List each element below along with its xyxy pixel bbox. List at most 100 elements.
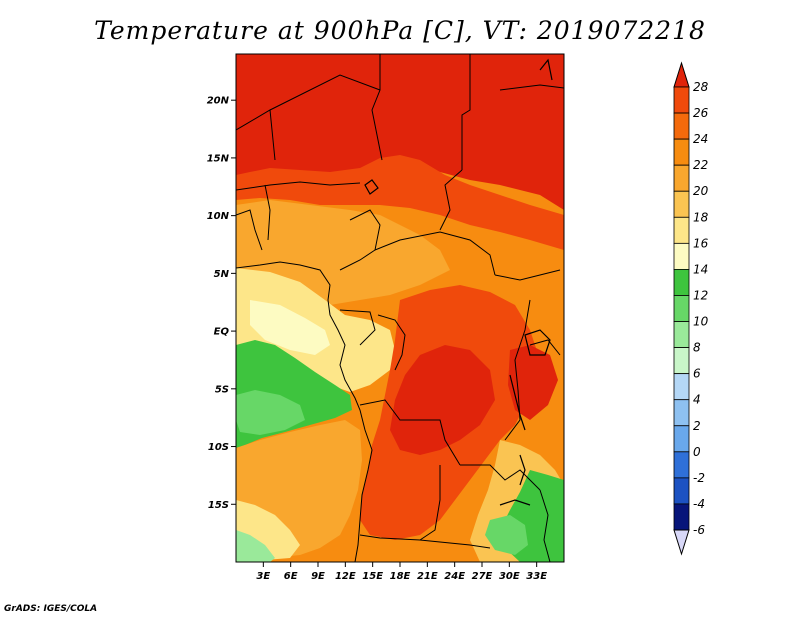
legend-swatch [673, 242, 690, 270]
legend-swatch [673, 373, 690, 401]
legend-swatch [673, 477, 690, 505]
lat-tick-label: EQ [214, 327, 230, 338]
lon-tick-label: 27E [472, 571, 493, 582]
border-kenya-tanzania [529, 339, 561, 356]
legend-level-label: 12 [693, 288, 708, 302]
lat-tick-label: 5N [214, 269, 230, 280]
temp-zone-26-north [236, 155, 564, 250]
border-cameroon [339, 209, 381, 271]
lat-tick-label: 10N [207, 211, 230, 222]
legend-level-label: 14 [693, 262, 708, 276]
country-borders [236, 54, 564, 562]
border-chad-sudan [439, 169, 463, 231]
lat-tick-label: 10S [208, 442, 229, 453]
legend-level-label: 22 [693, 158, 708, 172]
lon-tick-label: 30E [499, 571, 520, 582]
lake-tanganyika [509, 374, 526, 431]
legend-swatch [673, 190, 690, 218]
lat-tick-label: 20N [207, 96, 230, 107]
lat-tick-label: 5S [215, 384, 229, 395]
legend-swatch [673, 112, 690, 140]
border-namibia [359, 534, 491, 549]
temp-zone-14-ocean [250, 300, 330, 355]
lat-axis: 20N 15N 10N 5N EQ 5S 10S 15S [207, 96, 236, 511]
legend-underflow-triangle [673, 529, 690, 556]
lat-tick-label: 15S [208, 500, 229, 511]
border-south-sudan [494, 269, 561, 281]
legend-level-label: 26 [693, 106, 709, 120]
page-title: Temperature at 900hPa [C], VT: 201907221… [94, 16, 706, 45]
lon-tick-label: 15E [362, 571, 383, 582]
legend-level-label: -6 [693, 523, 705, 537]
legend-level-label: 8 [693, 341, 701, 355]
temp-zone-28-north [236, 54, 564, 210]
legend-swatch [673, 138, 690, 166]
legend-swatch [673, 295, 690, 322]
grads-credit: GrADS: IGES/COLA [4, 604, 98, 614]
lon-tick-label: 3E [256, 571, 270, 582]
legend-level-label: 2 [693, 419, 701, 433]
legend-swatch [673, 399, 690, 427]
border-egypt-sudan [461, 54, 471, 170]
lake-victoria [524, 329, 551, 356]
border-gabon [339, 309, 376, 346]
border-zambia-east [460, 464, 541, 491]
lon-tick-label: 24E [444, 571, 465, 582]
legend-swatch [673, 321, 690, 348]
legend-swatch [673, 451, 690, 479]
legend-level-label: 0 [693, 445, 701, 459]
border-west-africa-b [264, 184, 271, 241]
lon-tick-label: 9E [311, 571, 325, 582]
legend-level-label: 24 [693, 132, 708, 146]
border-drc-east [504, 299, 531, 441]
legend-level-label: 16 [693, 236, 709, 250]
lake-kariba [499, 499, 531, 506]
temp-zone-14-ocean-patch [236, 390, 305, 435]
border-car [374, 231, 496, 276]
temp-zone-28-core [390, 345, 495, 455]
border-ethiopia [499, 84, 564, 91]
legend-level-label: 4 [693, 393, 701, 407]
sahara-ridge [539, 58, 553, 81]
temp-zone-28-east-lakes [508, 345, 558, 420]
map-plot-area[interactable] [236, 54, 564, 562]
legend-level-label: -2 [693, 471, 705, 485]
border-angola-drc [359, 399, 461, 466]
coastline [236, 261, 373, 562]
lon-tick-label: 21E [417, 571, 438, 582]
border-nigeria-north [236, 181, 361, 191]
border-mali-niger [236, 109, 276, 161]
lat-tick-label: 15N [207, 153, 230, 164]
lon-tick-label: 6E [284, 571, 298, 582]
legend-swatch [673, 269, 690, 296]
lon-tick-label: 18E [390, 571, 411, 582]
legend-overflow-triangle [673, 61, 690, 88]
legend-swatch [673, 503, 690, 531]
legend-level-label: -4 [693, 497, 705, 511]
legend-level-label: 18 [693, 210, 709, 224]
legend-level-label: 10 [693, 315, 709, 329]
lake-chad [364, 179, 379, 195]
legend-swatch [673, 164, 690, 192]
lon-axis: 3E 6E 9E 12E 15E 18E 21E 24E 27E 30E 33E [256, 562, 547, 582]
border-west-africa-a [236, 209, 263, 251]
lake-malawi [519, 454, 526, 486]
lakes [364, 58, 553, 506]
legend-level-label: 6 [693, 367, 701, 381]
legend-swatch [673, 216, 690, 244]
border-libya-chad [371, 54, 383, 161]
temp-zone-14-far-southwest [236, 530, 275, 562]
border-mozambique [539, 489, 551, 562]
legend-swatch [673, 425, 690, 453]
border-congo-drc [377, 314, 406, 371]
lon-tick-label: 33E [526, 571, 547, 582]
legend-level-label: 20 [693, 184, 709, 198]
legend-swatch [673, 347, 690, 375]
legend-level-label: 28 [693, 80, 709, 94]
lon-tick-label: 12E [335, 571, 356, 582]
temp-zone-14-southeast-patch [485, 515, 528, 555]
border-angola-zambia [419, 465, 441, 541]
border-niger-nigeria [269, 74, 381, 111]
